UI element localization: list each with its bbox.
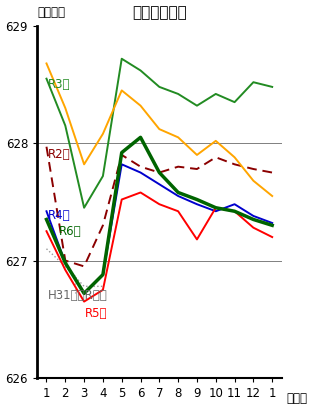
Title: 月別人口推移: 月別人口推移 [132, 6, 187, 20]
Text: R4年: R4年 [48, 209, 70, 222]
Text: R2年: R2年 [48, 148, 70, 162]
Text: （万人）: （万人） [37, 6, 65, 19]
Text: R5年: R5年 [85, 307, 108, 320]
Text: R6年: R6年 [59, 225, 81, 238]
Text: H31年・R元年: H31年・R元年 [48, 289, 107, 302]
Text: R3年: R3年 [48, 78, 70, 91]
Text: （月）: （月） [286, 392, 307, 405]
